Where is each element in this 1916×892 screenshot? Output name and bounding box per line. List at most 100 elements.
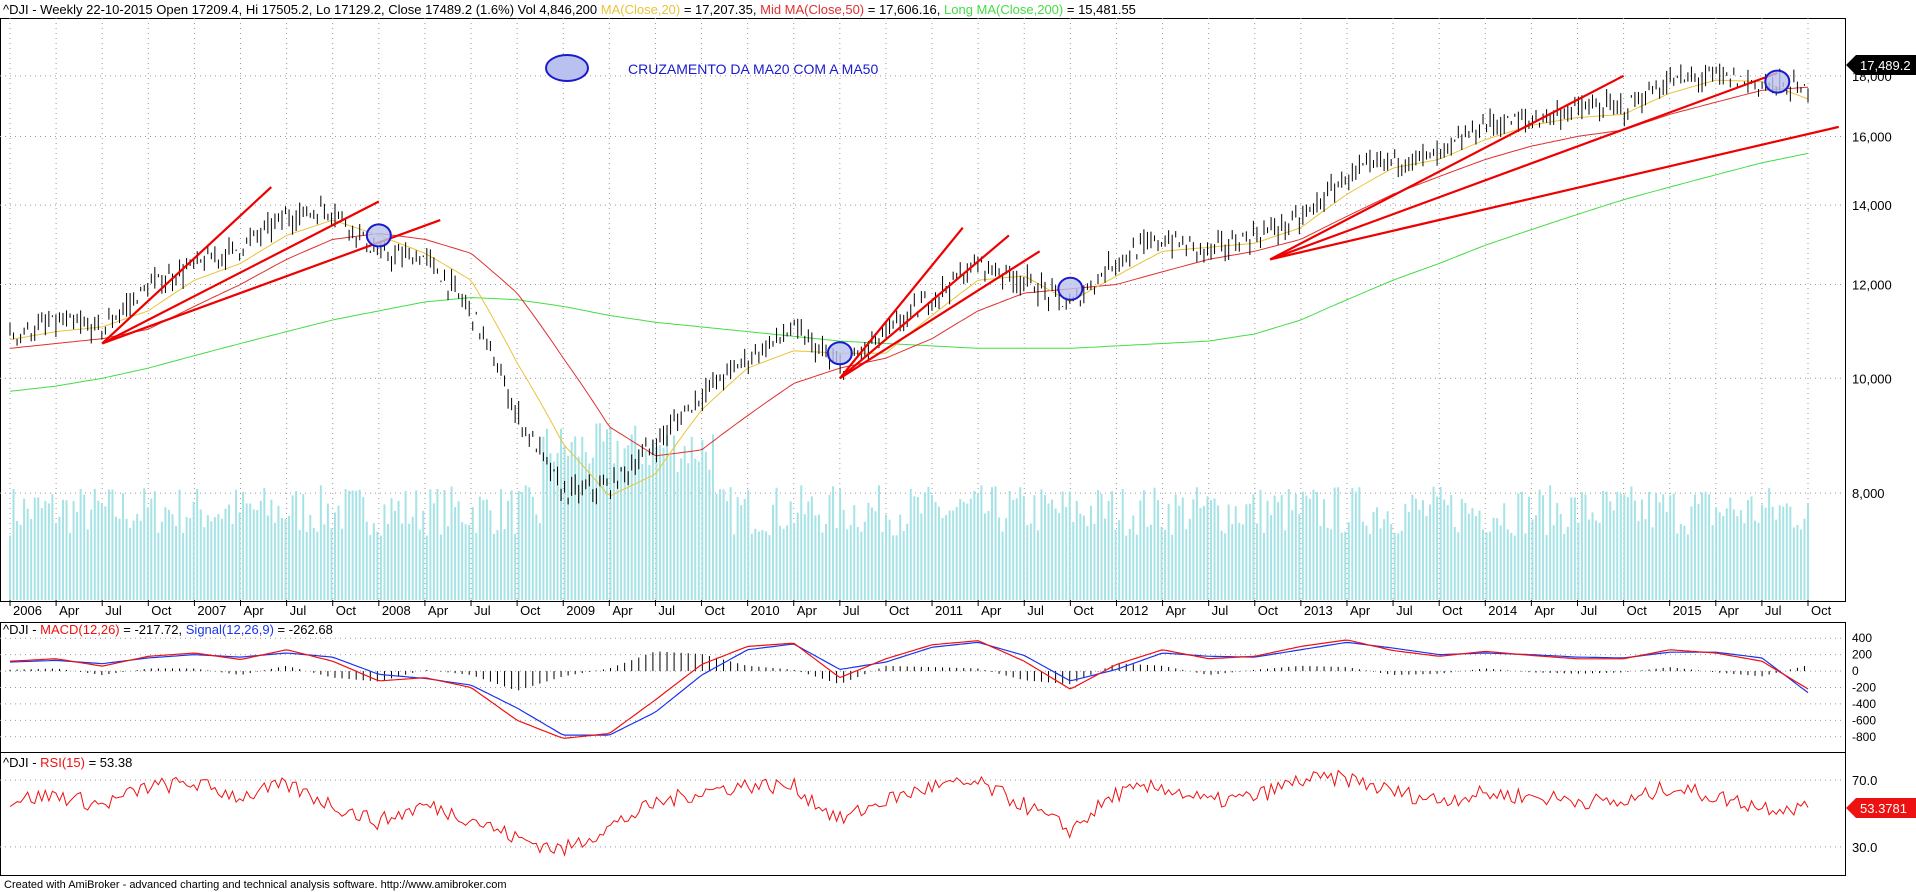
volume-bar <box>1181 497 1184 600</box>
volume-bar <box>666 435 669 600</box>
macd-y-tick: 400 <box>1852 631 1872 645</box>
volume-bar <box>1323 499 1326 600</box>
footer-credit: Created with AmiBroker - advanced charti… <box>4 879 507 891</box>
x-tick-label: 2010 <box>751 603 780 618</box>
volume-bar <box>1188 518 1191 600</box>
volume-bar <box>1157 500 1160 600</box>
volume-bar <box>1202 505 1205 600</box>
volume-bar <box>69 532 72 600</box>
volume-bar <box>1114 529 1117 600</box>
volume-bar <box>496 530 499 600</box>
volume-bar <box>708 469 711 600</box>
volume-bar <box>1347 522 1350 600</box>
volume-bar <box>1361 521 1364 600</box>
x-tick-label: Oct <box>520 603 541 618</box>
volume-bar <box>761 530 764 600</box>
header-part-5: Long MA(Close,200) <box>944 2 1063 17</box>
volume-bar <box>1662 494 1665 600</box>
volume-bar <box>835 527 838 600</box>
volume-bar <box>987 510 990 600</box>
volume-bar <box>1630 486 1633 600</box>
header-part-4: = 17,606.16, <box>864 2 944 17</box>
volume-bar <box>12 489 15 600</box>
volume-bar <box>9 535 11 600</box>
volume-bar <box>203 527 206 600</box>
volume-bar <box>182 532 185 600</box>
volume-bar <box>613 463 616 600</box>
last-rsi-tag: 53.3781 <box>1846 798 1916 818</box>
volume-bar <box>1015 498 1018 600</box>
volume-bar <box>1729 497 1732 600</box>
price-y-tick: 8,000 <box>1852 486 1885 501</box>
volume-bar <box>337 505 340 600</box>
volume-bar <box>648 465 651 600</box>
macd-y-tick: -800 <box>1852 730 1876 744</box>
volume-bar <box>1623 494 1626 600</box>
volume-bar <box>422 510 425 600</box>
volume-bar <box>1693 494 1696 600</box>
volume-bar <box>333 512 336 600</box>
volume-bar <box>1344 531 1347 600</box>
volume-bar <box>1100 494 1103 600</box>
volume-bar <box>86 529 89 600</box>
volume-bar <box>1400 530 1403 600</box>
volume-bar <box>1305 495 1308 600</box>
volume-bar <box>1591 512 1594 600</box>
volume-bar <box>1803 518 1806 600</box>
volume-bar <box>132 520 135 600</box>
volume-bar <box>51 494 54 600</box>
volume-bar <box>768 535 771 600</box>
rsi-y-tick: 70.0 <box>1852 773 1877 788</box>
volume-bar <box>104 506 107 600</box>
volume-bar <box>383 504 386 600</box>
header-part-2: = -217.72, <box>120 622 186 637</box>
volume-bar <box>510 490 513 600</box>
volume-bar <box>1217 505 1220 600</box>
volume-bar <box>669 455 672 600</box>
volume-bar <box>800 485 803 600</box>
volume-bar <box>454 506 457 600</box>
volume-bar <box>436 488 439 600</box>
volume-bar <box>743 498 746 600</box>
volume-bar <box>1697 503 1700 600</box>
volume-bar <box>1722 516 1725 600</box>
volume-bar <box>581 436 584 600</box>
volume-bar <box>1605 491 1608 600</box>
header-part-1: MA(Close,20) <box>601 2 680 17</box>
volume-bar <box>1443 499 1446 600</box>
volume-bar <box>821 532 824 600</box>
x-tick-label: Oct <box>889 603 910 618</box>
x-tick-label: 2013 <box>1304 603 1333 618</box>
volume-bar <box>65 500 68 600</box>
volume-bar <box>1005 518 1008 600</box>
volume-bar <box>881 531 884 600</box>
volume-bar <box>146 507 149 600</box>
volume-bar <box>711 434 714 600</box>
x-tick-label: Apr <box>981 603 1002 618</box>
volume-bar <box>1640 499 1643 600</box>
volume-bar <box>1001 531 1004 600</box>
macd-line <box>9 639 1809 739</box>
volume-bar <box>213 517 216 600</box>
volume-bar <box>175 525 178 600</box>
volume-bar <box>1019 487 1022 600</box>
volume-bar <box>1429 504 1432 600</box>
volume-bar <box>1580 492 1583 600</box>
volume-bar <box>489 510 492 600</box>
volume-bar <box>1549 485 1552 600</box>
volume-bar <box>418 529 421 600</box>
volume-bar <box>899 514 902 600</box>
volume-bar <box>1718 512 1721 600</box>
volume-bar <box>609 427 612 600</box>
pane-frames <box>0 18 1846 876</box>
volume-bar <box>1146 526 1149 600</box>
volume-bar <box>973 490 976 600</box>
volume-bar <box>220 518 223 600</box>
macd-y-tick: 200 <box>1852 648 1872 662</box>
volume-bar <box>1782 506 1785 600</box>
volume-bar <box>1372 511 1375 600</box>
volume-bar <box>1531 519 1534 600</box>
volume-bar <box>1672 493 1675 600</box>
